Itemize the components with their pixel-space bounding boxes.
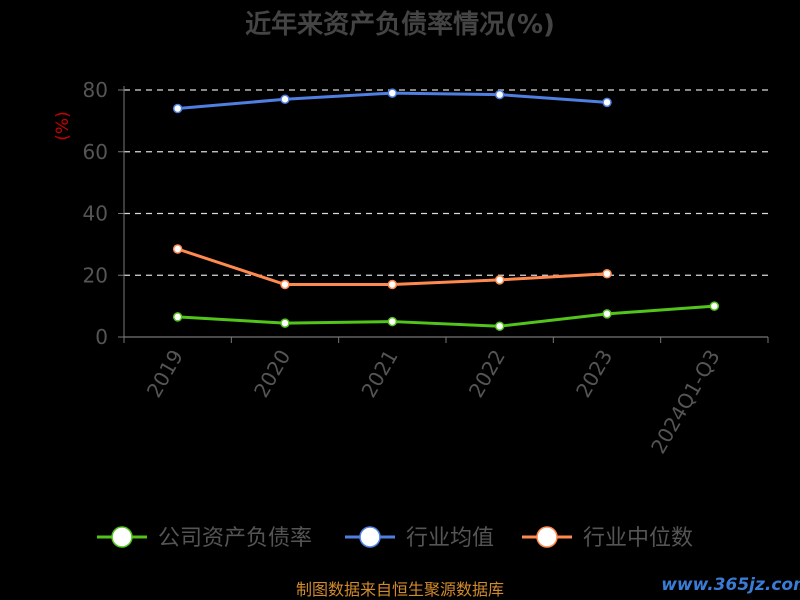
data-point: [387, 279, 398, 290]
legend: 公司资产负债率 行业均值 行业中位数: [97, 526, 693, 551]
legend-marker: [536, 526, 558, 548]
data-point: [387, 88, 398, 98]
watermark: www.365jz.com: [661, 575, 800, 595]
y-tick-label: 80: [83, 78, 108, 102]
y-tick-label: 40: [83, 202, 108, 226]
grid-lines: [124, 89, 768, 276]
data-point: [602, 309, 612, 319]
data-point: [494, 275, 505, 285]
data-point: [172, 244, 183, 254]
x-tick-label: 2022: [464, 345, 510, 401]
legend-item-1[interactable]: 行业均值: [345, 526, 494, 551]
data-point: [602, 97, 612, 108]
legend-label: 行业中位数: [583, 526, 693, 551]
legend-marker: [359, 526, 381, 548]
data-point: [280, 279, 290, 290]
series-lines: [172, 88, 720, 331]
y-tick-label: 20: [83, 263, 108, 287]
y-tick-label: 60: [83, 140, 108, 164]
legend-label: 行业均值: [406, 526, 494, 551]
y-axis-unit: (%): [53, 111, 73, 140]
x-tick-label: 2023: [571, 346, 617, 402]
data-point: [280, 94, 290, 105]
data-point: [280, 318, 290, 328]
x-tick-label: 2024Q1-Q3: [646, 346, 725, 458]
axes: 0 20 40 60 80 2019 2020 2021 2022 2023 2024Q1-Q3: [83, 78, 769, 458]
y-tick-label: 0: [95, 325, 108, 349]
data-point: [602, 268, 612, 279]
data-point: [172, 103, 183, 114]
data-point: [494, 321, 505, 331]
data-point: [172, 312, 183, 322]
chart-title: 近年来资产负债率情况(%): [245, 9, 555, 40]
legend-item-2[interactable]: 行业中位数: [522, 526, 693, 551]
legend-item-0[interactable]: 公司资产负债率: [97, 526, 312, 551]
legend-marker: [111, 526, 133, 548]
source-note: 制图数据来自恒生聚源数据库: [296, 580, 504, 599]
x-tick-label: 2019: [142, 346, 188, 402]
x-tick-label: 2021: [356, 346, 402, 402]
series-line-0: [177, 304, 715, 328]
series-line-2: [177, 247, 608, 287]
data-point: [494, 89, 505, 100]
data-point: [387, 316, 398, 327]
x-tick-label: 2020: [249, 346, 295, 402]
data-point: [709, 301, 720, 311]
legend-label: 公司资产负债率: [158, 526, 312, 551]
